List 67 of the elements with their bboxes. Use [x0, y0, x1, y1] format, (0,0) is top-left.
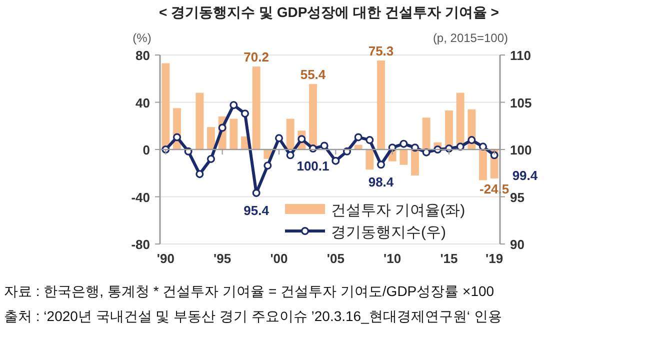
legend-label: 경기동행지수(우): [331, 224, 446, 241]
x-tick-label: '95: [214, 251, 232, 266]
bar: [445, 110, 453, 150]
bar: [196, 92, 204, 150]
data-label: 99.4: [512, 168, 538, 184]
x-tick-label: '90: [156, 251, 174, 266]
y2-tick-label: 100: [510, 142, 532, 158]
point: [173, 133, 181, 142]
y2-tick-label: 90: [510, 237, 524, 252]
point: [264, 162, 272, 170]
bar: [422, 118, 430, 150]
y-tick-label: 40: [136, 95, 150, 110]
x-tick-label: '10: [384, 251, 402, 266]
text: 자료 : 한국은행, 통계청 * 건설투자 기여율 = 건설투자 기여도/GDP성장률 ×100: [4, 283, 494, 299]
bar: [207, 127, 215, 150]
x-tick-label: '19: [486, 251, 504, 266]
bar: [162, 63, 170, 150]
point: [332, 156, 340, 165]
point: [354, 133, 362, 142]
bar: [366, 150, 374, 170]
y2-tick-label: 95: [510, 190, 524, 205]
point: [456, 142, 464, 151]
point: [252, 188, 260, 197]
point: [400, 140, 408, 148]
source-note: 출처 : ‘2020년 국내건설 및 부동산 경기 주요이슈 ’20.3.16_현대경제연구원‘ 인용: [4, 308, 502, 324]
bar: [286, 118, 294, 150]
bar: [230, 118, 238, 150]
bar: [377, 60, 385, 150]
point: [230, 101, 238, 110]
y-tick-label: 80: [136, 48, 150, 63]
chart-title: < 경기동행지수 및 GDP성장에 대한 건설투자 기여율 >: [159, 4, 499, 20]
point: [422, 148, 430, 156]
point: [275, 134, 283, 142]
x-tick-label: '05: [326, 251, 344, 266]
x-tick-label: '15: [440, 251, 458, 266]
y2-tick-label: 105: [510, 95, 532, 110]
point: [468, 136, 476, 144]
point: [286, 151, 294, 160]
data-label: 55.4: [300, 67, 326, 82]
y2-axis-title: (p, 2015=100): [432, 31, 508, 45]
point: [207, 154, 215, 163]
point: [377, 160, 385, 169]
point: [479, 142, 487, 151]
point: [366, 136, 374, 144]
data-label: 70.2: [244, 50, 269, 65]
data-label: 98.4: [368, 174, 394, 190]
data-label: -24.5: [480, 181, 510, 196]
point: [196, 170, 204, 178]
bar: [411, 150, 419, 176]
y-tick-label: 0: [142, 142, 150, 158]
legend-label: 건설투자 기여율(좌): [331, 202, 466, 219]
data-label: 100.1: [296, 158, 330, 174]
point: [241, 110, 249, 118]
x-tick-label: '00: [270, 251, 288, 266]
point: [490, 151, 498, 160]
bar: [479, 150, 487, 180]
y-axis-title: (%): [132, 31, 152, 45]
data-label: 75.3: [368, 44, 394, 59]
data-label: 95.4: [244, 202, 270, 218]
bar: [400, 150, 408, 165]
y-tick-label: -80: [131, 237, 150, 252]
point: [298, 135, 306, 144]
bar: [252, 66, 260, 150]
y2-tick-label: 110: [510, 48, 531, 63]
point: [218, 124, 226, 132]
y-tick-label: -40: [131, 190, 150, 205]
point: [320, 142, 328, 150]
